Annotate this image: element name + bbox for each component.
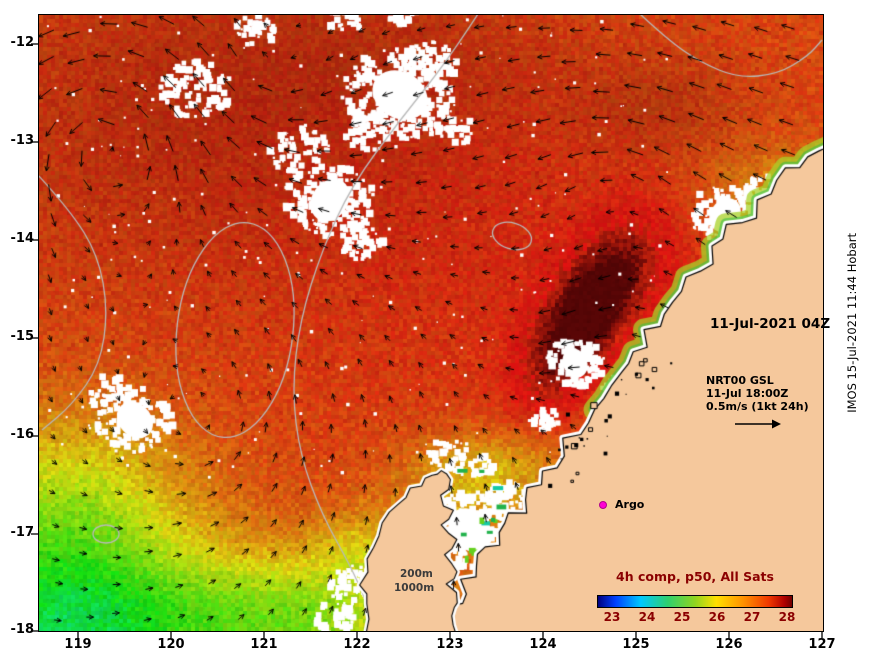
current-scale-arrow-icon [735,419,781,429]
y-tick-label: -14 [10,231,35,246]
colorbar [597,595,793,608]
x-tick-label: 126 [715,637,743,652]
x-tick-label: 123 [436,637,464,652]
colorbar-tick-label: 23 [603,610,621,624]
y-tick-label: -15 [10,329,35,344]
y-tick-label: -16 [10,427,35,442]
map-plot-area [38,14,824,632]
colorbar-tick-label: 26 [708,610,726,624]
colorbar-title: 4h comp, p50, All Sats [616,569,774,584]
colorbar-tick-labels: 23 24 25 26 27 28 [597,610,796,626]
colorbar-tick-label: 27 [743,610,761,624]
depth-label-200m: 200m [400,568,433,580]
x-tick-label: 127 [808,637,836,652]
x-tick-label: 119 [64,637,92,652]
datetime-annotation: 11-Jul-2021 04Z [710,316,831,332]
credit-text-container: IMOS 15-Jul-2021 11:44 Hobart [841,14,863,632]
colorbar-tick-label: 25 [673,610,691,624]
depth-label-1000m: 1000m [394,582,435,594]
x-tick-label: 121 [250,637,278,652]
y-tick-label: -17 [10,525,35,540]
gsl-time-label: 11-Jul 18:00Z [706,387,789,400]
x-tick-label: 122 [343,637,371,652]
credit-text: IMOS 15-Jul-2021 11:44 Hobart [845,233,859,413]
gsl-annotation: NRT00 GSL 11-Jul 18:00Z 0.5m/s (1kt 24h) [706,374,809,430]
argo-label: Argo [615,498,645,511]
x-tick-label: 120 [157,637,185,652]
colorbar-tick-label: 28 [778,610,796,624]
y-tick-label: -12 [10,35,35,50]
sst-map-canvas [39,15,823,631]
gsl-scale-label: 0.5m/s (1kt 24h) [706,400,809,413]
argo-float-marker [599,501,607,509]
x-tick-label: 125 [622,637,650,652]
y-tick-label: -13 [10,133,35,148]
colorbar-tick-label: 24 [638,610,656,624]
y-tick-label: -18 [10,622,35,637]
x-tick-label: 124 [529,637,557,652]
gsl-product-label: NRT00 GSL [706,374,774,387]
